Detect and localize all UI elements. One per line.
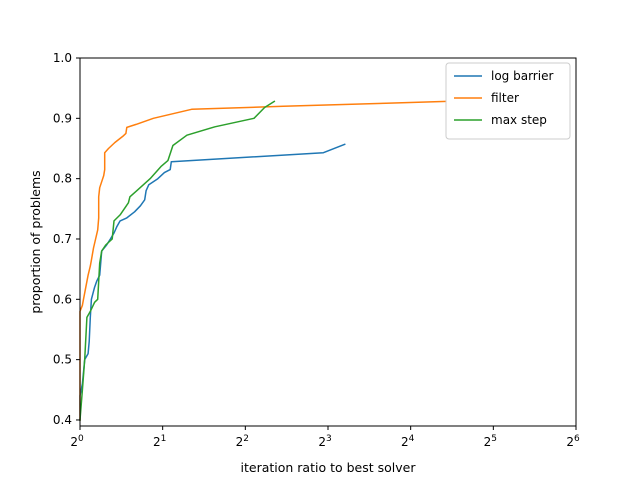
x-tick-label: 26	[566, 434, 580, 449]
x-axis-label: iteration ratio to best solver	[241, 460, 417, 475]
y-tick-label: 0.5	[53, 353, 72, 367]
legend: log barrier filter max step	[445, 62, 571, 140]
series-layer	[79, 100, 447, 421]
x-tick-base: 2	[318, 435, 326, 449]
x-tick-base: 2	[236, 435, 244, 449]
series-line-3	[79, 100, 276, 421]
y-tick-label: 0.8	[53, 172, 72, 186]
y-tick-label: 0.7	[53, 232, 72, 246]
x-tick-exponent: 3	[326, 434, 332, 444]
legend-label-2: filter	[491, 91, 519, 105]
x-tick-label: 23	[318, 434, 331, 449]
x-tick-label: 22	[236, 434, 249, 449]
x-tick-label: 24	[401, 434, 415, 449]
x-tick-base: 2	[153, 435, 161, 449]
y-tick-label: 0.9	[53, 111, 72, 125]
y-axis-label: proportion of problems	[28, 170, 43, 313]
y-axis-ticks: 0.4 0.5 0.6 0.7 0.8 0.9 1.0	[53, 51, 80, 427]
legend-label-3: max step	[491, 113, 547, 127]
y-tick-label: 0.6	[53, 292, 72, 306]
y-tick-label: 0.4	[53, 413, 72, 427]
x-tick-base: 2	[70, 435, 78, 449]
legend-label-1: log barrier	[491, 69, 553, 83]
x-tick-label: 20	[70, 434, 84, 449]
x-tick-base: 2	[401, 435, 409, 449]
x-axis-ticks: 20 21 22 23 24 25 26	[70, 426, 580, 449]
x-tick-base: 2	[484, 435, 492, 449]
x-tick-exponent: 0	[78, 434, 84, 444]
x-tick-exponent: 2	[243, 434, 249, 444]
x-tick-exponent: 6	[574, 434, 580, 444]
x-tick-exponent: 5	[491, 434, 497, 444]
x-tick-label: 25	[484, 434, 497, 449]
series-line-1	[79, 143, 346, 421]
x-tick-base: 2	[566, 435, 574, 449]
series-line-2	[79, 100, 447, 421]
y-tick-label: 1.0	[53, 51, 72, 65]
x-tick-exponent: 1	[161, 434, 167, 444]
x-tick-exponent: 4	[409, 434, 415, 444]
x-tick-label: 21	[153, 434, 166, 449]
